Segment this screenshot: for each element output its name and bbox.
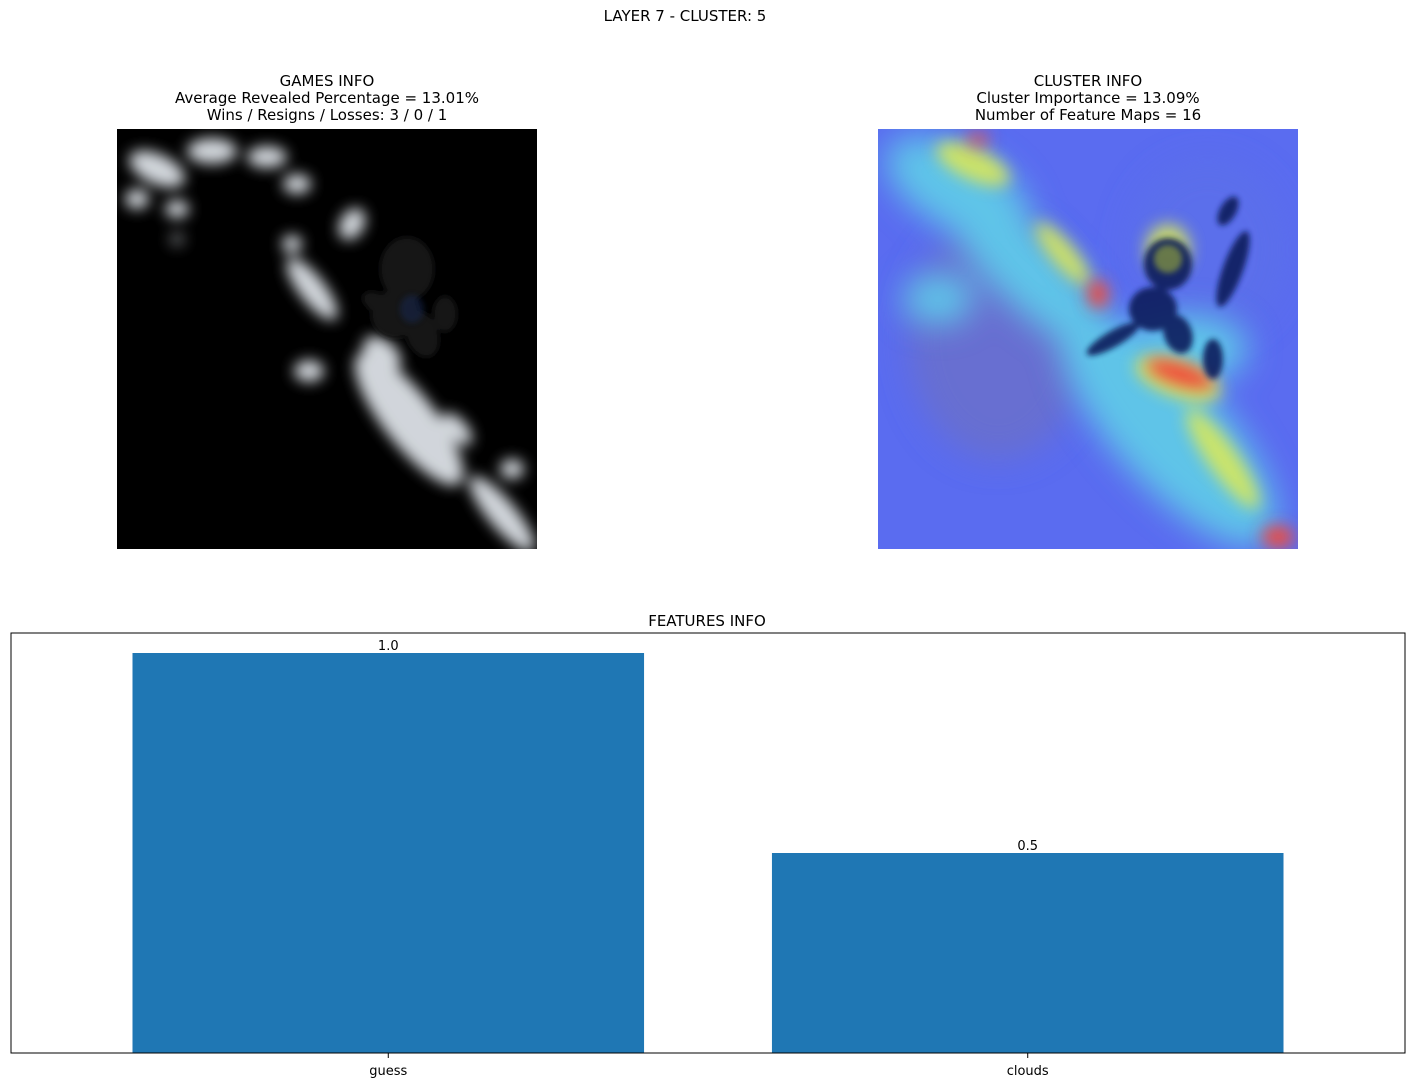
heatmap-image (878, 129, 1298, 549)
figure-title: LAYER 7 - CLUSTER: 5 (603, 7, 767, 25)
bar-guess (132, 653, 645, 1053)
x-tick-label-guess: guess (369, 1064, 407, 1079)
bars-layer: 1.0 0.5 (132, 639, 1284, 1053)
data-label-guess: 1.0 (378, 639, 399, 654)
features-bar-chart: FEATURES INFO 1.0 0.5 guess clouds (10, 612, 1406, 1079)
x-tick-label-clouds: clouds (1007, 1064, 1049, 1079)
axes-frame (10, 632, 1406, 1054)
bar-clouds (771, 853, 1284, 1053)
record-text: Wins / Resigns / Losses: 3 / 0 / 1 (206, 106, 448, 124)
data-label-clouds: 0.5 (1017, 839, 1038, 854)
games-info-title: GAMES INFO (279, 72, 375, 90)
chart-title: FEATURES INFO (648, 612, 766, 630)
feature-maps-text: Number of Feature Maps = 16 (974, 106, 1202, 124)
avg-revealed-text: Average Revealed Percentage = 13.01% (174, 89, 479, 107)
cluster-info-title-block: CLUSTER INFO Cluster Importance = 13.09%… (858, 73, 1318, 124)
cluster-info-title: CLUSTER INFO (1033, 72, 1143, 90)
x-ticks: guess clouds (369, 1053, 1049, 1079)
masked-image (117, 129, 537, 549)
games-info-title-block: GAMES INFO Average Revealed Percentage =… (97, 73, 557, 124)
cluster-importance-text: Cluster Importance = 13.09% (976, 89, 1200, 107)
